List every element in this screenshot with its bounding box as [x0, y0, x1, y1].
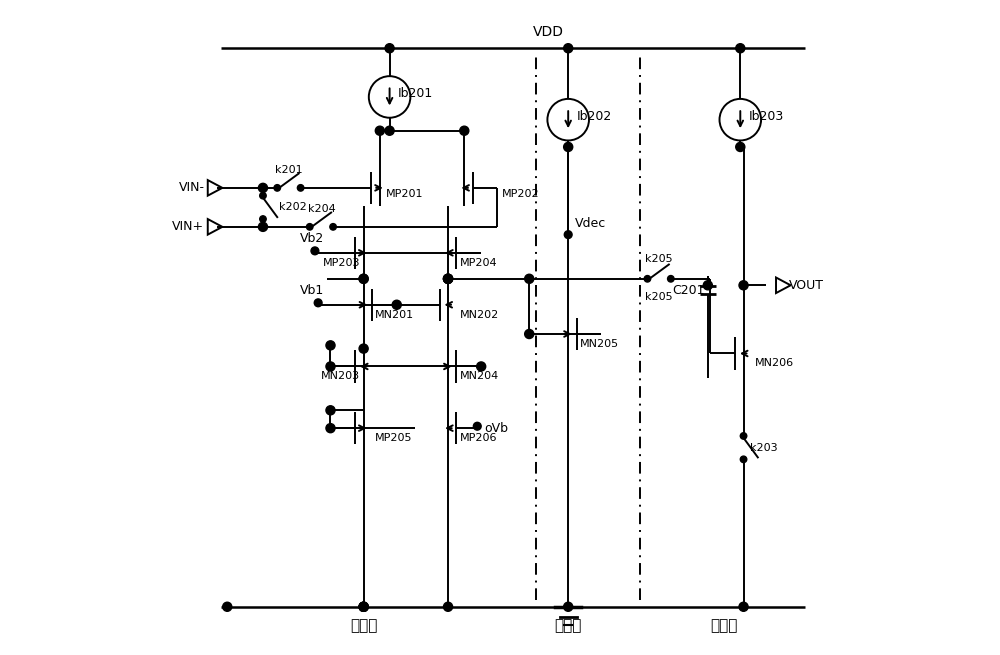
Circle shape [443, 274, 453, 284]
Circle shape [359, 274, 368, 284]
Text: MP203: MP203 [323, 257, 360, 267]
Text: C201: C201 [672, 284, 705, 297]
Circle shape [564, 231, 572, 238]
Circle shape [330, 223, 336, 230]
Text: 输出级: 输出级 [710, 618, 738, 633]
Circle shape [740, 456, 747, 462]
Circle shape [739, 602, 748, 611]
Circle shape [223, 602, 232, 611]
Circle shape [443, 274, 453, 284]
Circle shape [564, 142, 573, 151]
Circle shape [736, 142, 745, 151]
Circle shape [392, 300, 401, 309]
Text: Ib203: Ib203 [749, 110, 784, 123]
Text: MN203: MN203 [321, 371, 360, 381]
Text: MP201: MP201 [386, 189, 424, 199]
Circle shape [359, 602, 368, 611]
Text: Vb1: Vb1 [300, 284, 324, 297]
Text: VOUT: VOUT [789, 279, 824, 291]
Text: MN204: MN204 [460, 371, 499, 381]
Circle shape [443, 274, 453, 284]
Text: MN202: MN202 [460, 310, 499, 320]
Circle shape [564, 602, 573, 611]
Text: k204: k204 [308, 204, 335, 214]
Text: MP204: MP204 [460, 257, 497, 267]
Text: k205: k205 [645, 292, 673, 302]
Text: k203: k203 [750, 443, 778, 453]
Circle shape [326, 362, 335, 371]
Circle shape [668, 276, 674, 282]
Circle shape [525, 274, 534, 284]
Circle shape [477, 362, 486, 371]
Text: Vdec: Vdec [575, 217, 606, 230]
Text: 增益级: 增益级 [350, 618, 377, 633]
Circle shape [260, 193, 266, 199]
Circle shape [297, 185, 304, 191]
Text: k205: k205 [645, 254, 673, 265]
Circle shape [311, 247, 319, 255]
Circle shape [525, 329, 534, 339]
Circle shape [326, 405, 335, 415]
Text: MP205: MP205 [375, 433, 413, 443]
Text: Ib202: Ib202 [577, 110, 612, 123]
Text: MN205: MN205 [580, 339, 619, 348]
Circle shape [385, 44, 394, 53]
Text: Vb2: Vb2 [300, 232, 324, 245]
Text: MP202: MP202 [502, 189, 540, 199]
Circle shape [258, 222, 267, 231]
Circle shape [274, 185, 280, 191]
Text: 检测级: 检测级 [555, 618, 582, 633]
Circle shape [258, 183, 267, 193]
Text: VDD: VDD [533, 25, 564, 39]
Circle shape [326, 424, 335, 433]
Circle shape [314, 299, 322, 307]
Circle shape [564, 44, 573, 53]
Circle shape [739, 281, 748, 290]
Text: MP206: MP206 [460, 433, 497, 443]
Text: MN206: MN206 [755, 358, 794, 368]
Circle shape [443, 274, 453, 284]
Circle shape [326, 341, 335, 350]
Text: VIN+: VIN+ [172, 220, 205, 233]
Text: MN201: MN201 [375, 310, 414, 320]
Circle shape [359, 274, 368, 284]
Circle shape [703, 281, 712, 290]
Circle shape [740, 433, 747, 440]
Circle shape [375, 126, 384, 136]
Circle shape [359, 602, 368, 611]
Circle shape [359, 602, 368, 611]
Text: k202: k202 [279, 202, 307, 212]
Circle shape [359, 344, 368, 353]
Circle shape [473, 422, 481, 430]
Text: k201: k201 [275, 164, 303, 175]
Circle shape [260, 215, 266, 222]
Circle shape [443, 602, 453, 611]
Circle shape [644, 276, 651, 282]
Text: Ib201: Ib201 [398, 87, 433, 100]
Circle shape [736, 44, 745, 53]
Text: oVb: oVb [484, 422, 508, 435]
Circle shape [306, 223, 313, 230]
Circle shape [359, 602, 368, 611]
Text: VIN-: VIN- [179, 181, 205, 195]
Circle shape [385, 126, 394, 136]
Circle shape [460, 126, 469, 136]
